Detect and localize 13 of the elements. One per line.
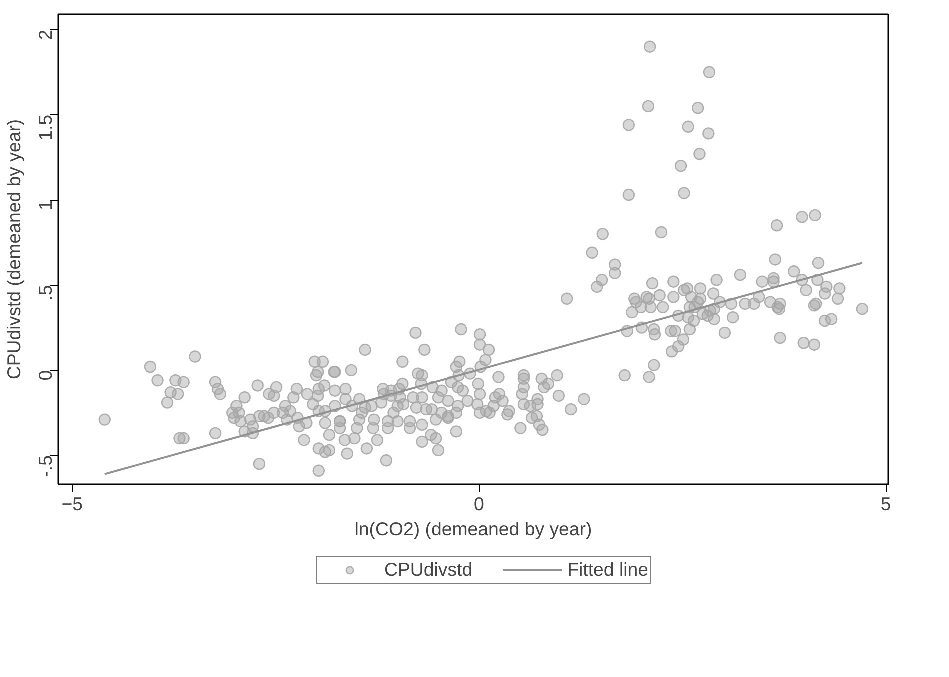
- y-axis-title: CPUdivstd (demeaned by year): [4, 119, 24, 380]
- y-tick-label: .5: [35, 285, 56, 301]
- x-tick-label: 5: [880, 494, 892, 514]
- x-tick-label: 0: [474, 494, 484, 514]
- y-tick-label: 1: [35, 200, 56, 210]
- y-tick-label: 1.5: [35, 114, 56, 141]
- x-tick-label: −5: [62, 494, 83, 514]
- legend-label: CPUdivstd: [384, 559, 473, 581]
- y-tick-label: 0: [35, 370, 56, 381]
- legend-label: Fitted line: [568, 559, 649, 581]
- y-tick-label: -.5: [35, 456, 56, 478]
- x-axis-title: ln(CO2) (demeaned by year): [354, 518, 592, 540]
- y-tick-label: 2: [35, 30, 56, 40]
